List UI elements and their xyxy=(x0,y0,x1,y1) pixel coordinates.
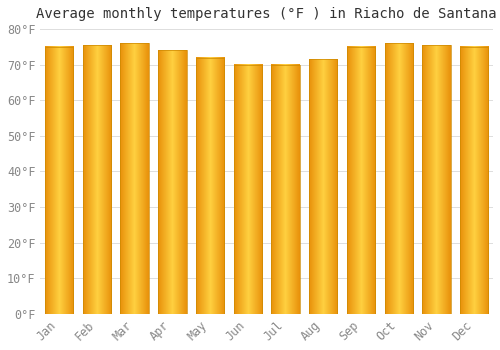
Bar xyxy=(422,45,450,314)
Bar xyxy=(158,50,186,314)
Bar xyxy=(309,59,338,314)
Bar xyxy=(120,43,149,314)
Bar xyxy=(83,45,111,314)
Bar xyxy=(45,47,74,314)
Bar xyxy=(196,57,224,314)
Bar xyxy=(234,65,262,314)
Bar xyxy=(272,65,299,314)
Title: Average monthly temperatures (°F ) in Riacho de Santana: Average monthly temperatures (°F ) in Ri… xyxy=(36,7,497,21)
Bar xyxy=(384,43,413,314)
Bar xyxy=(460,47,488,314)
Bar xyxy=(347,47,375,314)
